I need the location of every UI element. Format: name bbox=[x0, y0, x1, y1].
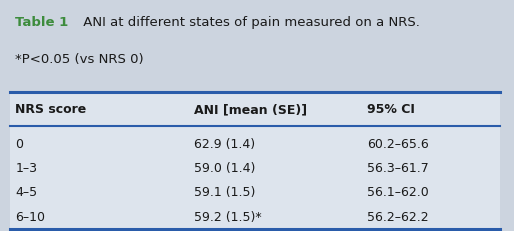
Text: 6–10: 6–10 bbox=[15, 211, 45, 224]
Text: 56.2–62.2: 56.2–62.2 bbox=[367, 211, 429, 224]
Text: 56.1–62.0: 56.1–62.0 bbox=[367, 186, 429, 199]
Text: 59.0 (1.4): 59.0 (1.4) bbox=[194, 162, 255, 175]
Text: NRS score: NRS score bbox=[15, 103, 86, 116]
Text: 60.2–65.6: 60.2–65.6 bbox=[367, 138, 429, 151]
Text: 4–5: 4–5 bbox=[15, 186, 38, 199]
Text: Table 1: Table 1 bbox=[15, 16, 68, 29]
Text: 59.1 (1.5): 59.1 (1.5) bbox=[194, 186, 255, 199]
Text: 0: 0 bbox=[15, 138, 23, 151]
Text: 62.9 (1.4): 62.9 (1.4) bbox=[194, 138, 255, 151]
Text: 1–3: 1–3 bbox=[15, 162, 38, 175]
Text: ANI at different states of pain measured on a NRS.: ANI at different states of pain measured… bbox=[79, 16, 420, 29]
Text: *P<0.05 (vs NRS 0): *P<0.05 (vs NRS 0) bbox=[15, 53, 144, 66]
Text: 56.3–61.7: 56.3–61.7 bbox=[367, 162, 429, 175]
Text: 95% CI: 95% CI bbox=[367, 103, 415, 116]
Text: 59.2 (1.5)*: 59.2 (1.5)* bbox=[194, 211, 261, 224]
Text: ANI [mean (SE)]: ANI [mean (SE)] bbox=[194, 103, 307, 116]
Bar bbox=[10, 92, 500, 229]
